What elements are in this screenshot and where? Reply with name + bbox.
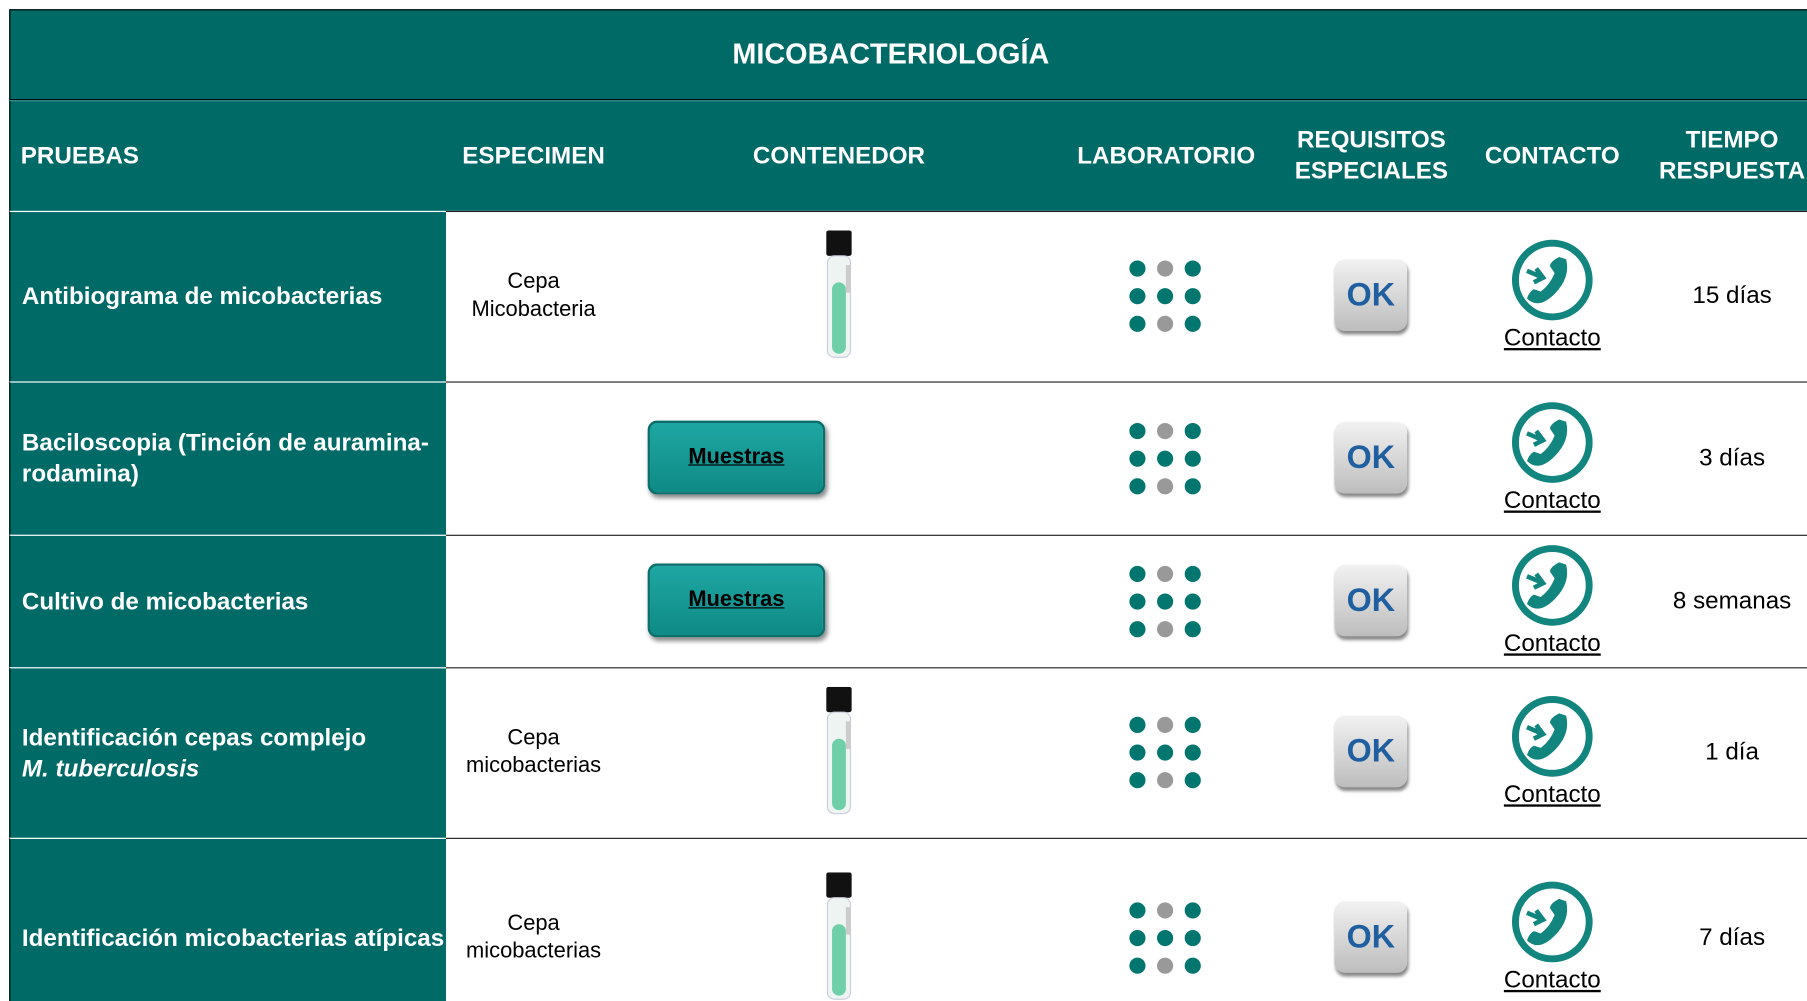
ok-button[interactable]: OK [1334,715,1408,788]
tube-icon [826,230,852,358]
response-time: 7 días [1699,923,1766,951]
column-header: ESPECIMEN [447,100,620,211]
title-bar: MICOBACTERIOLOGÍA [9,9,1807,101]
phone-icon [1511,881,1593,962]
phone-icon [1511,239,1593,321]
column-header: TIEMPO RESPUESTA [1646,100,1807,211]
specimen: Cepa micobacterias [466,910,602,963]
header-text: ESPECIMEN [462,142,605,169]
response-time: 8 semanas [1672,587,1792,614]
lab-dots [1129,260,1201,332]
response-time: 15 días [1692,282,1772,309]
contact-link[interactable]: Contacto [1503,486,1601,514]
phone-icon [1511,544,1593,626]
header-text: TIEMPO RESPUESTA [1659,126,1806,185]
column-header: LABORATORIO [1063,100,1270,211]
test-text: Identificación cepas complejo [21,724,367,751]
test-cell: Identificación cepas complejo M. tubercul… [9,667,446,838]
header-row [9,100,1807,211]
lab-dots [1129,716,1201,789]
header-text: CONTENEDOR [752,142,926,169]
lab-dots [1129,901,1201,974]
samples-button[interactable]: Muestras [647,562,826,637]
column-header: CONTACTO [1470,100,1634,211]
test-name: Identificación cepas complejo M. tubercul… [22,722,366,784]
tube-icon [826,686,852,815]
header-text: CONTACTO [1484,142,1620,169]
test-text: Identificación micobacterias atípicas [21,924,445,952]
phone-icon [1511,696,1593,777]
test-name: Cultivo de micobacterias [22,586,308,617]
column-header: CONTENEDOR [691,100,986,211]
ok-button[interactable]: OK [1334,564,1408,636]
samples-button[interactable]: Muestras [647,420,826,494]
column-header: PRUEBAS [21,100,251,211]
test-text: Cultivo de micobacterias [21,588,309,615]
test-italic: M. tuberculosis [21,755,200,782]
response-time: 1 día [1705,738,1760,766]
test-name: Antibiograma de micobacterias [22,281,382,312]
column-header: REQUISITOS ESPECIALES [1279,100,1463,211]
test-cell: Identificación micobacterias atípicas [9,837,446,1001]
test-name: Identificación micobacterias atípicas [22,923,444,954]
specimen: Cepa micobacterias [466,726,602,778]
response-time: 3 días [1699,444,1766,471]
ok-button[interactable]: OK [1334,259,1408,331]
ok-button[interactable]: OK [1334,421,1408,493]
header-text: LABORATORIO [1077,142,1256,169]
header-text: REQUISITOS ESPECIALES [1294,126,1449,185]
test-cell: Cultivo de micobacterias [9,534,446,668]
contact-link[interactable]: Contacto [1503,324,1601,352]
test-cell: Baciloscopia (Tinción de auramina-rodami… [9,381,446,535]
phone-icon [1511,401,1593,483]
test-text: Antibiograma de micobacterias [21,283,383,311]
lab-dots [1129,565,1201,637]
contact-link[interactable]: Contacto [1503,966,1601,993]
lab-dots [1129,422,1201,494]
test-name: Baciloscopia (Tinción de auramina-rodami… [22,428,446,490]
contact-link[interactable]: Contacto [1503,629,1601,657]
header-text: PRUEBAS [20,142,140,169]
contact-link[interactable]: Contacto [1503,781,1601,808]
ok-button[interactable]: OK [1334,900,1408,973]
specimen: Cepa Micobacteria [471,269,596,322]
title: MICOBACTERIOLOGÍA [732,38,1050,71]
test-cell: Antibiograma de micobacterias [9,210,446,382]
tube-icon [826,871,852,1000]
test-text: Baciloscopia (Tinción de auramina-rodami… [21,429,429,488]
